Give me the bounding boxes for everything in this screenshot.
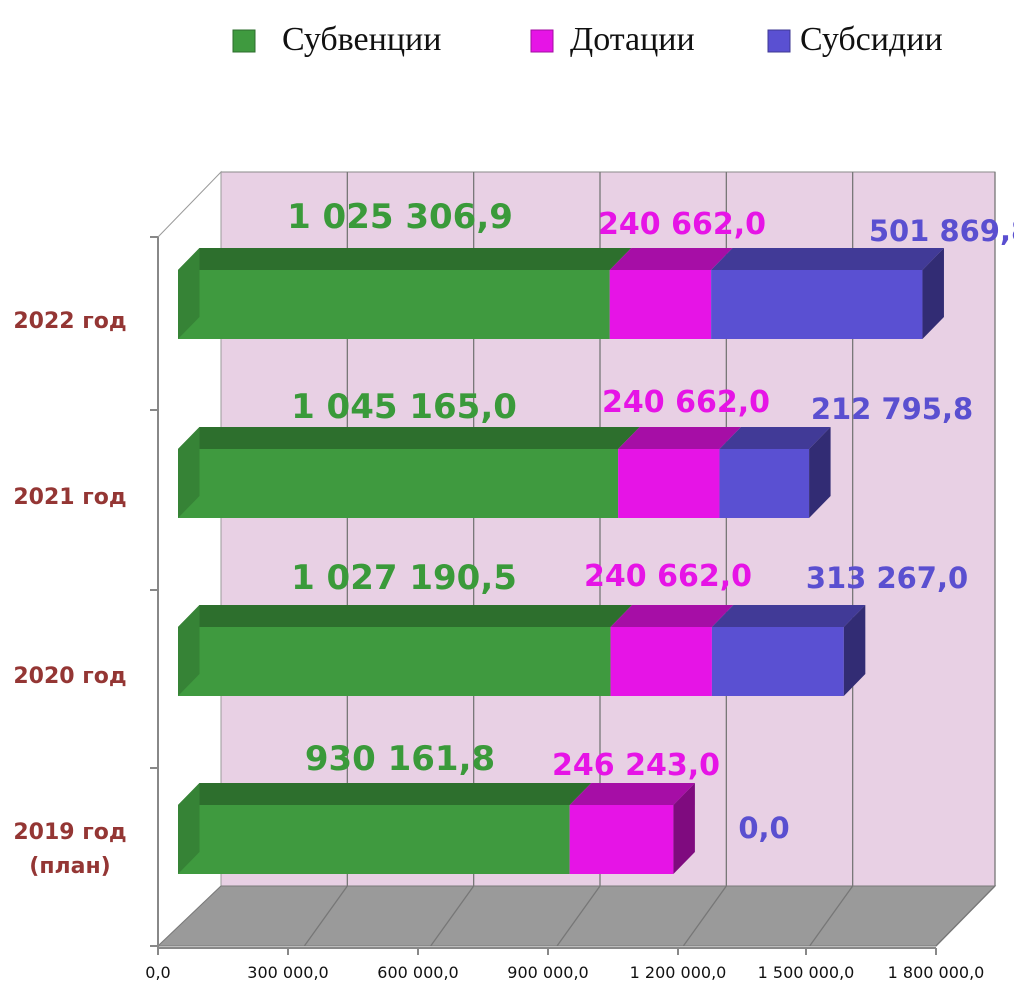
bar-top-face bbox=[610, 605, 734, 627]
x-tick-label: 900 000,0 bbox=[507, 963, 588, 982]
bar-0-2 bbox=[178, 605, 633, 696]
data-label: 313 267,0 bbox=[806, 561, 968, 595]
data-label: 240 662,0 bbox=[584, 559, 752, 594]
bar-top-face bbox=[618, 427, 741, 449]
bar-2-0 bbox=[711, 248, 944, 339]
bar-front-face bbox=[178, 627, 611, 696]
legend-swatch bbox=[232, 29, 256, 53]
data-label: 1 027 190,5 bbox=[291, 558, 517, 598]
bar-1-0 bbox=[609, 248, 733, 339]
floor-gridline-1 bbox=[303, 885, 348, 947]
data-label: 1 025 306,9 bbox=[287, 197, 513, 237]
bar-0-1 bbox=[178, 427, 640, 518]
data-label: 240 662,0 bbox=[598, 207, 766, 242]
legend: Субвенции Дотации Субсидии bbox=[232, 21, 943, 58]
axes: 0,0 300 000,0 600 000,0 900 000,0 1 200 000,… bbox=[13, 236, 985, 982]
chart-walls bbox=[156, 170, 997, 948]
bar-front-face bbox=[178, 449, 619, 518]
category-label: 2020 год bbox=[13, 664, 126, 689]
bar-1-3 bbox=[569, 783, 695, 874]
floor-gridline-2 bbox=[430, 885, 475, 947]
bar-front-face bbox=[610, 627, 712, 696]
x-tick-label: 1 200 000,0 bbox=[630, 963, 727, 982]
bar-front-face bbox=[618, 449, 720, 518]
x-tick-label: 1 800 000,0 bbox=[888, 963, 985, 982]
bar-1-2 bbox=[610, 605, 734, 696]
x-tick-label: 0,0 bbox=[145, 963, 170, 982]
bars bbox=[178, 248, 944, 874]
bar-top-face bbox=[711, 248, 944, 270]
category-label: 2022 год bbox=[13, 309, 126, 334]
bar-front-face bbox=[569, 805, 674, 874]
bar-0-3 bbox=[178, 783, 592, 874]
bar-2-1 bbox=[719, 427, 831, 518]
legend-swatch bbox=[530, 29, 554, 53]
bar-top-face bbox=[178, 427, 640, 449]
bar-side-face bbox=[843, 605, 866, 696]
bar-left-face bbox=[178, 605, 200, 696]
legend-label: Субсидии bbox=[800, 21, 943, 58]
bar-front-face bbox=[711, 627, 844, 696]
floor-gridline-3 bbox=[556, 885, 601, 947]
bar-0-0 bbox=[178, 248, 632, 339]
data-label: 246 243,0 bbox=[552, 748, 720, 783]
bar-side-face bbox=[673, 783, 695, 874]
data-label: 240 662,0 bbox=[602, 385, 770, 420]
bar-front-face bbox=[609, 270, 712, 339]
bar-side-face bbox=[809, 427, 831, 518]
legend-item: Субвенции bbox=[232, 21, 441, 58]
bar-top-face bbox=[178, 605, 633, 627]
floor-gridline-4 bbox=[682, 885, 727, 947]
bar-left-face bbox=[178, 783, 200, 874]
bar-side-face bbox=[922, 248, 944, 339]
legend-swatch bbox=[767, 29, 791, 53]
bar-2-2 bbox=[711, 605, 866, 696]
data-label: 212 795,8 bbox=[811, 392, 973, 426]
data-labels: 1 025 306,9 1 045 165,0 1 027 190,5 930 161… bbox=[287, 197, 1014, 845]
bar-top-face bbox=[719, 427, 831, 449]
bar-top-face bbox=[178, 783, 592, 805]
bar-front-face bbox=[178, 805, 570, 874]
legend-item: Дотации bbox=[530, 21, 695, 58]
bar-top-face bbox=[569, 783, 695, 805]
data-label: 0,0 bbox=[738, 811, 789, 845]
data-label: 930 161,8 bbox=[305, 739, 495, 779]
floor-gridline-5 bbox=[809, 885, 854, 947]
category-label: 2021 год bbox=[13, 485, 126, 510]
floor-gridline-6 bbox=[935, 885, 996, 947]
bar-front-face bbox=[178, 270, 610, 339]
x-tick-label: 1 500 000,0 bbox=[758, 963, 855, 982]
bar-top-face bbox=[178, 248, 632, 270]
bar-front-face bbox=[719, 449, 810, 518]
bar-left-face bbox=[178, 427, 200, 518]
legend-label: Субвенции bbox=[282, 21, 441, 58]
legend-item: Субсидии bbox=[767, 21, 943, 58]
bar-front-face bbox=[711, 270, 923, 339]
bar-top-face bbox=[711, 605, 866, 627]
category-label: 2019 год (план) bbox=[13, 820, 126, 879]
bar-top-face bbox=[609, 248, 733, 270]
bar-left-face bbox=[178, 248, 200, 339]
floor bbox=[156, 885, 997, 947]
data-label: 1 045 165,0 bbox=[291, 387, 517, 427]
legend-label: Дотации bbox=[570, 21, 695, 58]
bar-1-1 bbox=[618, 427, 741, 518]
data-label: 501 869,8 bbox=[869, 214, 1014, 248]
x-tick-label: 300 000,0 bbox=[247, 963, 328, 982]
x-tick-label: 600 000,0 bbox=[377, 963, 458, 982]
